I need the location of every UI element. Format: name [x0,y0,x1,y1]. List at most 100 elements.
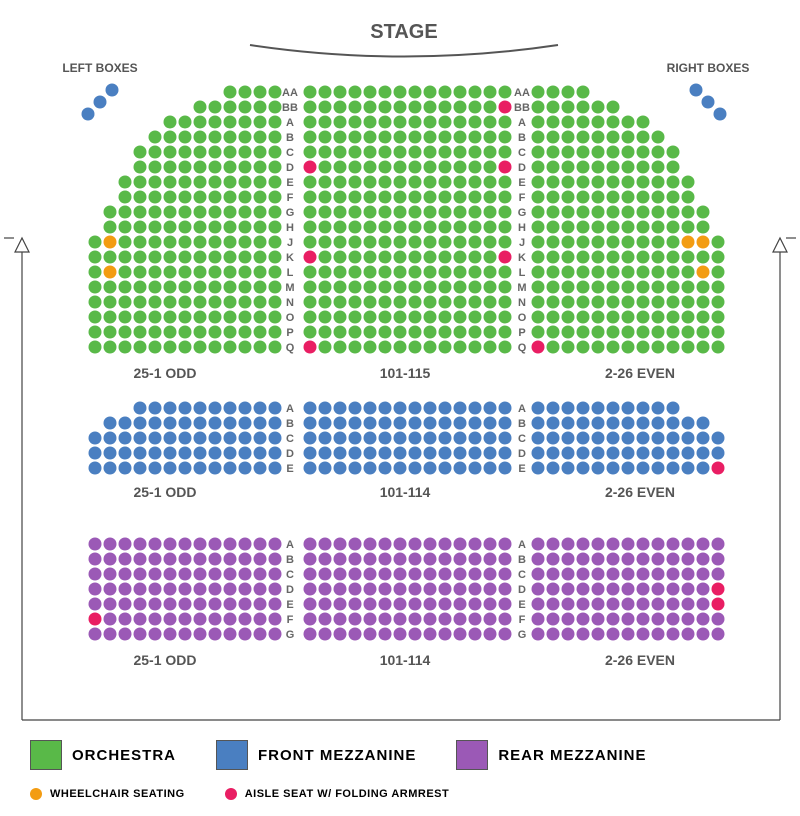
rear-mezz-seat [164,598,177,611]
orchestra-seat [547,296,560,309]
orchestra-seat [667,206,680,219]
orchestra-seat [547,281,560,294]
row-label: O [518,312,527,324]
row-label: F [287,192,294,204]
rear-mezz-seat [224,538,237,551]
front-mezz-seat [439,462,452,475]
orchestra-seat [577,161,590,174]
orchestra-seat [547,341,560,354]
orchestra-seat [607,176,620,189]
orchestra-seat [409,341,422,354]
orchestra-seat [379,206,392,219]
rear-mezz-seat [607,613,620,626]
orchestra-seat [592,311,605,324]
orchestra-seat [424,296,437,309]
rear-mezz-seat [424,538,437,551]
front-mezz-seat [304,462,317,475]
front-mezz-seat [682,462,695,475]
orchestra-seat [484,266,497,279]
front-mezz-seat [532,402,545,415]
legend-item-orchestra: ORCHESTRA [30,740,176,770]
orchestra-seat [394,296,407,309]
row-label: A [286,403,294,415]
orchestra-seat [394,191,407,204]
rear-mezz-seat [254,553,267,566]
rear-mezz-seat [712,628,725,641]
orchestra-seat [209,161,222,174]
orchestra-seat [239,281,252,294]
rear-mezz-seat [682,628,695,641]
orchestra-seat [394,86,407,99]
orchestra-seat [562,116,575,129]
row-label: D [286,584,294,596]
orchestra-seat [224,236,237,249]
orchestra-seat [319,131,332,144]
front-mezz-seat [364,417,377,430]
front-mezz-seat [484,447,497,460]
orchestra-seat [499,176,512,189]
rear-mezz-seat [667,598,680,611]
front-mezz-seat [439,402,452,415]
orchestra-seat [194,116,207,129]
legend-item-rear-mezz: REAR MEZZANINE [456,740,646,770]
orchestra-seat [499,296,512,309]
front-mezz-seat [89,462,102,475]
rear-mezz-seat [652,628,665,641]
orchestra-seat [334,296,347,309]
rear-mezz-seat [119,613,132,626]
rear-mezz-seat [592,613,605,626]
orchestra-seat [607,206,620,219]
frame-arrow [15,238,29,252]
front-mezz-seat [592,417,605,430]
rear-mezz-seat [562,613,575,626]
rear-mezz-seat [637,628,650,641]
orchestra-seat [224,221,237,234]
orchestra-seat [424,146,437,159]
orchestra-seat [454,251,467,264]
rear-mezz-seat [239,553,252,566]
orchestra-seat [454,146,467,159]
rear-mezz-seat [224,598,237,611]
front-mezz-seat [499,432,512,445]
orchestra-seat [409,326,422,339]
orchestra-seat [622,191,635,204]
rear-mezz-seat [349,598,362,611]
orchestra-seat [194,326,207,339]
section-label: 2-26 EVEN [605,484,675,500]
row-label: B [286,418,294,430]
orchestra-seat [424,281,437,294]
orchestra-seat [499,161,512,174]
row-label: D [518,584,526,596]
rear-mezz-seat [697,568,710,581]
orchestra-seat [394,341,407,354]
front-mezz-seat [439,417,452,430]
box-seat [702,96,715,109]
front-mezz-seat [349,402,362,415]
rear-mezz-seat [149,553,162,566]
rear-mezz-seat [239,538,252,551]
orchestra-seat [424,221,437,234]
row-label: B [518,554,526,566]
orchestra-seat [577,131,590,144]
orchestra-seat [179,146,192,159]
orchestra-seat [349,101,362,114]
front-mezz-seat [484,417,497,430]
orchestra-seat [562,251,575,264]
rear-mezz-seat [637,613,650,626]
orchestra-seat [194,236,207,249]
rear-mezz-seat [364,583,377,596]
orchestra-seat [304,101,317,114]
orchestra-seat [682,221,695,234]
orchestra-seat [622,311,635,324]
front-mezz-seat [424,447,437,460]
orchestra-seat [532,236,545,249]
orchestra-seat [562,341,575,354]
legend-label-front-mezz: FRONT MEZZANINE [258,747,416,764]
rear-mezz-seat [592,583,605,596]
orchestra-seat [424,206,437,219]
orchestra-seat [484,281,497,294]
rear-mezz-seat [592,538,605,551]
orchestra-seat [409,176,422,189]
orchestra-seat [349,341,362,354]
orchestra-seat [484,116,497,129]
